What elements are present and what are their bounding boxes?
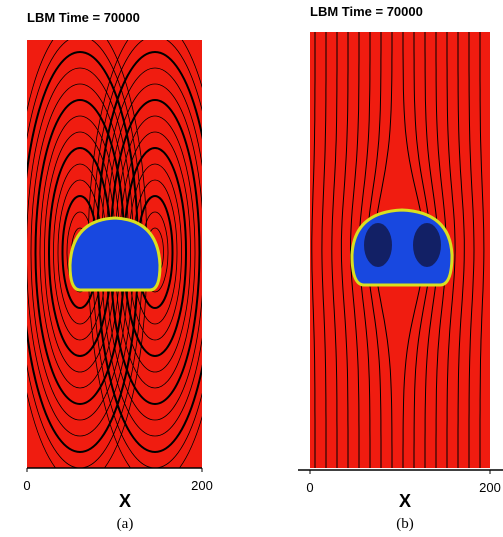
x-label: X (399, 491, 411, 511)
streamline (479, 32, 485, 468)
streamline (468, 32, 475, 468)
streamline (491, 32, 494, 470)
streamline (311, 32, 316, 468)
streamline (331, 32, 338, 468)
streamline (349, 32, 360, 468)
vortex (364, 223, 392, 267)
caption: (a) (117, 516, 134, 532)
x-label: X (119, 491, 131, 511)
streamline (457, 32, 465, 468)
x-tick-label: 200 (191, 478, 213, 493)
streamline (446, 32, 456, 468)
vortex (413, 223, 441, 267)
x-tick-label: 0 (23, 478, 30, 493)
caption: (b) (396, 516, 414, 532)
x-tick-label: 200 (479, 480, 501, 495)
streamline (321, 32, 327, 468)
panel-a: LBM Time = 70000 X (a) 0 200 (23, 10, 213, 532)
panel-b: LBM Time = 70000 X (b) 0 200 (298, 4, 503, 532)
streamlines (311, 32, 494, 470)
streamline (340, 32, 349, 468)
panel-title: LBM Time = 70000 (310, 4, 423, 19)
x-tick-label: 0 (306, 480, 313, 495)
panel-title: LBM Time = 70000 (27, 10, 140, 25)
droplet (68, 216, 162, 292)
